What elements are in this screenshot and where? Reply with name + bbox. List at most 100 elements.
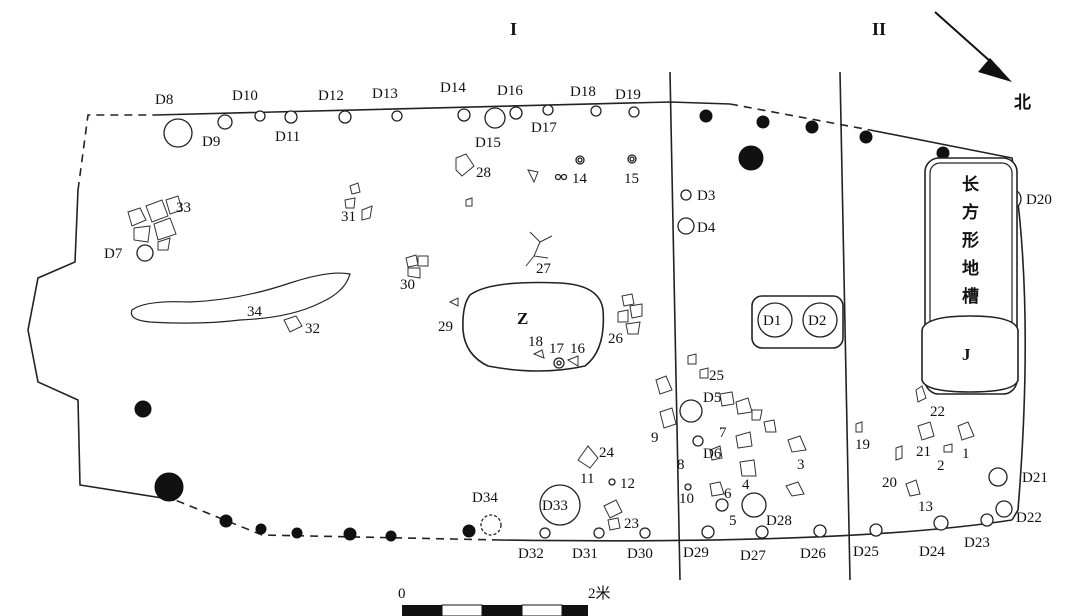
label-D26: D26 [800,546,826,562]
label-D9: D9 [202,134,220,150]
label-D8: D8 [155,92,173,108]
label-D4: D4 [697,220,716,236]
posthole-D7 [136,244,154,262]
section-label-I: I [510,19,517,39]
label-27: 27 [536,261,552,277]
label-24: 24 [599,445,615,461]
label-D30: D30 [627,546,653,562]
label-28: 28 [476,165,491,181]
label-14: 14 [572,171,588,187]
stone-cluster-3-4 [709,435,807,512]
stone-cluster-31 [344,182,373,221]
north-arrow: 北 [934,11,1031,112]
stone-cluster-23 [603,499,623,531]
label-D6: D6 [703,446,722,462]
stone-cluster-28 [455,153,475,207]
rectangular-trench [921,157,1019,395]
label-D7: D7 [104,246,123,262]
trench-char-4: 地 [962,258,979,278]
label-17: 17 [549,341,565,357]
label-4: 4 [742,477,750,493]
label-18: 18 [528,334,543,350]
posthole-D6 [692,435,704,447]
trench-char-2: 方 [962,202,979,222]
label-D14: D14 [440,80,466,96]
label-D28: D28 [766,513,792,529]
label-10: 10 [679,491,694,507]
posthole-D4 [677,217,695,235]
feature-D2: D2 [808,313,826,329]
label-D24: D24 [919,544,945,560]
scale-label-end: 2米 [588,585,611,602]
label-D22: D22 [1016,510,1042,526]
label-D31: D31 [572,546,598,562]
label-D11: D11 [275,129,300,145]
label-29: 29 [438,319,453,335]
section-label-II: II [872,19,886,39]
section-divider-2 [839,71,851,581]
posthole-row-south-filled [219,514,476,542]
ring-artifacts [553,154,692,491]
label-9: 9 [651,430,659,446]
label-23: 23 [624,516,639,532]
label-D32: D32 [518,546,544,562]
label-8: 8 [677,457,685,473]
label-D17: D17 [531,120,557,136]
label-15: 15 [624,171,639,187]
label-D15: D15 [475,135,501,151]
trench-char-1: 长 [962,174,980,194]
stone-cluster-24 [577,445,599,469]
scale-label-start: 0 [398,586,406,602]
posthole-west-2 [154,472,184,502]
label-25: 25 [709,368,724,384]
label-D16: D16 [497,83,523,99]
trench-char-5: 槽 [962,286,979,306]
label-D13: D13 [372,86,398,102]
feature-J: J [962,345,971,364]
label-7: 7 [719,425,727,441]
scale-bar [402,604,588,616]
label-3: 3 [797,457,805,473]
label-12: 12 [620,476,635,492]
posthole-D5 [679,399,703,423]
posthole-D28 [741,492,767,518]
posthole-D3 [680,189,692,201]
label-26: 26 [608,331,624,347]
posthole-west-1 [134,400,152,418]
stone-cluster-33 [127,195,183,251]
label-31: 31 [341,209,356,225]
label-D23: D23 [964,535,990,551]
feature-Z: Z [517,309,528,328]
label-D33: D33 [542,498,568,514]
label-16: 16 [570,341,586,357]
label-19: 19 [855,437,870,453]
section-divider-1 [669,71,681,581]
label-6: 6 [724,486,732,502]
label-20: 20 [882,475,897,491]
label-D3: D3 [697,188,715,204]
feature-D1: D1 [763,313,781,329]
label-D20: D20 [1026,192,1052,208]
north-label: 北 [1014,93,1031,112]
label-34: 34 [247,304,263,320]
label-33: 33 [176,200,191,216]
label-D5: D5 [703,390,721,406]
stone-cluster-30 [405,254,429,279]
stone-cluster-9-25 [655,353,777,477]
label-13: 13 [918,499,933,515]
label-32: 32 [305,321,320,337]
label-2: 2 [937,458,945,474]
trench-char-3: 形 [962,230,979,250]
label-30: 30 [400,277,415,293]
stone-cluster-east [855,385,975,497]
stone-cluster-27 [525,231,553,267]
label-21: 21 [916,444,931,460]
d1-d2-enclosure [751,295,844,349]
stone-cluster-26 [617,293,643,335]
label-D27: D27 [740,548,766,564]
label-D29: D29 [683,545,709,561]
feature-Z-outline [462,281,605,372]
label-22: 22 [930,404,945,420]
label-D19: D19 [615,87,641,103]
